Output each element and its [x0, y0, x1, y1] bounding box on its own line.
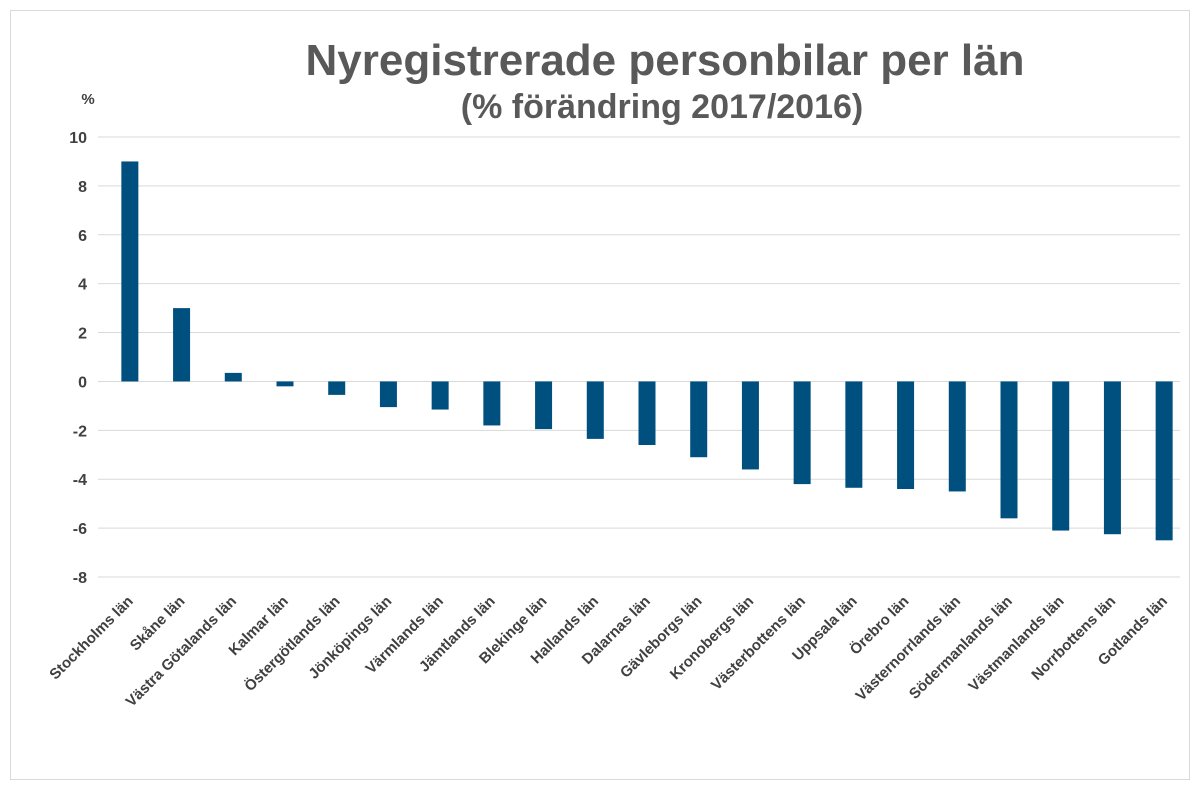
bar [121, 161, 139, 382]
bar [1000, 381, 1018, 519]
bar [638, 381, 656, 445]
bar [431, 381, 449, 410]
y-tick-label: 0 [78, 374, 87, 391]
bar [586, 381, 604, 439]
y-tick-label: -2 [73, 423, 87, 440]
y-tick-label: 10 [69, 130, 87, 147]
bar [1103, 381, 1121, 535]
y-tick-label: -6 [73, 521, 87, 538]
bar [845, 381, 863, 488]
bar [1155, 381, 1173, 541]
bar [897, 381, 915, 489]
bar [328, 381, 346, 395]
y-tick-label: 2 [78, 326, 87, 343]
bar [224, 372, 242, 382]
chart-subtitle: (% förändring 2017/2016) [461, 88, 863, 126]
bar [379, 381, 397, 408]
bar [1052, 381, 1070, 531]
y-tick-label: 4 [78, 277, 87, 294]
y-tick-label: 6 [78, 228, 87, 245]
bar [535, 381, 553, 430]
bar [276, 381, 294, 387]
bar [741, 381, 759, 470]
y-tick-label: -4 [73, 472, 87, 489]
y-tick-label: -8 [73, 570, 87, 587]
chart-title: Nyregistrerade personbilar per län [306, 36, 1025, 85]
y-tick-label: 8 [78, 179, 87, 196]
bar [948, 381, 966, 492]
bar [483, 381, 501, 426]
y-axis-label: % [81, 91, 94, 108]
bar [173, 308, 191, 382]
bar [793, 381, 811, 485]
bar [690, 381, 708, 458]
